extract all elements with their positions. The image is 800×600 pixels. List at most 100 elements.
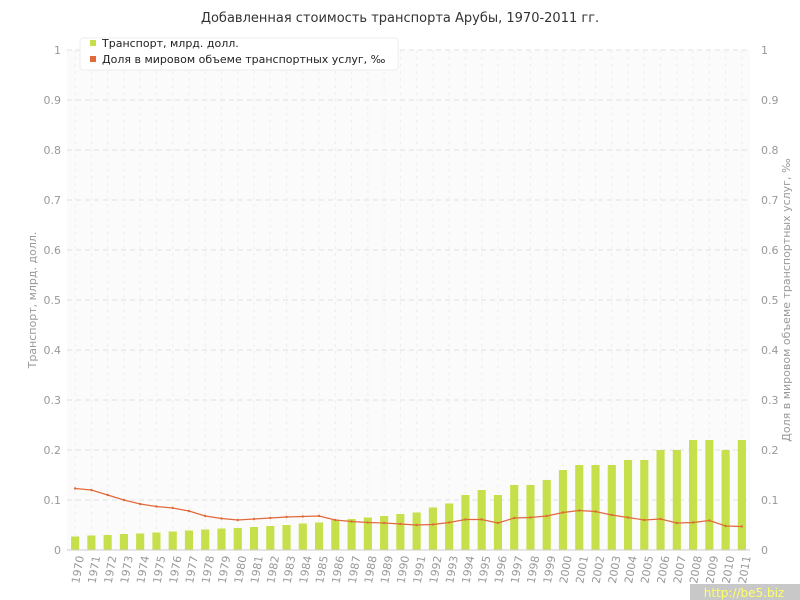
line-point-2004[interactable] <box>626 516 630 519</box>
bar-1979[interactable] <box>217 528 226 551</box>
line-point-2003[interactable] <box>610 513 613 517</box>
line-point-1983[interactable] <box>285 515 288 519</box>
line-point-2000[interactable] <box>561 511 565 514</box>
bar-2011[interactable] <box>737 440 746 550</box>
bar-1973[interactable] <box>119 534 128 550</box>
line-point-1991[interactable] <box>415 523 418 527</box>
x-tick-label: 1975 <box>151 555 169 585</box>
line-point-1982[interactable] <box>269 516 272 520</box>
line-point-2001[interactable] <box>578 509 581 512</box>
bar-2009[interactable] <box>705 440 714 550</box>
bar-1986[interactable] <box>331 520 340 550</box>
bar-1970[interactable] <box>71 536 80 551</box>
line-point-1984[interactable] <box>301 515 304 518</box>
line-point-2007[interactable] <box>675 521 679 525</box>
y-left-tick-label: 0.9 <box>44 94 62 107</box>
line-point-1971[interactable] <box>90 488 93 492</box>
bar-1987[interactable] <box>347 519 356 550</box>
legend-entry-line[interactable]: Доля в мировом объеме транспортных услуг… <box>102 53 386 66</box>
y-right-tick-label: 0.2 <box>761 444 779 457</box>
bar-1983[interactable] <box>282 525 291 550</box>
line-point-1977[interactable] <box>187 509 191 513</box>
line-point-1998[interactable] <box>529 516 532 519</box>
line-point-1975[interactable] <box>155 505 158 508</box>
line-point-1987[interactable] <box>350 520 353 523</box>
line-point-2010[interactable] <box>724 524 727 528</box>
line-point-1972[interactable] <box>106 493 109 497</box>
y-right-tick-label: 0.5 <box>761 294 779 307</box>
line-point-1995[interactable] <box>480 518 483 521</box>
line-point-1979[interactable] <box>220 517 223 520</box>
y-right-tick-label: 0.1 <box>761 494 779 507</box>
bar-1974[interactable] <box>136 533 145 551</box>
bar-1991[interactable] <box>412 512 421 551</box>
bar-series <box>71 440 746 550</box>
x-tick-label: 1982 <box>264 555 282 585</box>
gridlines <box>67 49 750 550</box>
line-point-1994[interactable] <box>464 518 467 521</box>
x-tick-label: 1989 <box>378 555 396 585</box>
bar-1985[interactable] <box>314 522 324 551</box>
bar-2001[interactable] <box>575 465 584 550</box>
bar-2005[interactable] <box>640 460 649 550</box>
line-point-2008[interactable] <box>691 521 695 524</box>
x-tick-label: 2004 <box>622 555 640 585</box>
legend: Транспорт, млрд. долл. Доля в мировом об… <box>79 37 399 71</box>
line-point-1993[interactable] <box>447 521 451 524</box>
bar-2008[interactable] <box>689 440 698 550</box>
line-point-1974[interactable] <box>138 502 142 506</box>
bar-1981[interactable] <box>249 527 259 550</box>
bar-1994[interactable] <box>461 495 470 550</box>
bar-1980[interactable] <box>233 528 242 550</box>
line-point-2002[interactable] <box>594 510 597 513</box>
line-point-1999[interactable] <box>545 514 548 518</box>
legend-swatch-bar <box>90 40 96 46</box>
legend-entry-bar[interactable]: Транспорт, млрд. долл. <box>101 37 239 50</box>
line-point-1978[interactable] <box>204 514 207 518</box>
watermark-bg <box>690 584 800 600</box>
bar-1977[interactable] <box>184 530 194 551</box>
line-point-1986[interactable] <box>334 518 337 522</box>
bar-1971[interactable] <box>87 535 96 551</box>
bar-1990[interactable] <box>396 514 405 550</box>
line-point-2005[interactable] <box>643 518 646 522</box>
line-point-1996[interactable] <box>496 521 500 525</box>
x-tick-label: 2003 <box>606 555 624 585</box>
bar-1982[interactable] <box>266 526 275 550</box>
line-point-1990[interactable] <box>399 522 402 526</box>
line-point-1980[interactable] <box>236 518 239 522</box>
x-tick-label: 1976 <box>167 555 185 585</box>
bar-1989[interactable] <box>380 516 389 550</box>
line-point-1981[interactable] <box>252 517 256 521</box>
bar-2004[interactable] <box>623 460 633 550</box>
line-point-2011[interactable] <box>740 525 744 528</box>
bar-2006[interactable] <box>656 450 665 550</box>
x-tick-label: 1983 <box>281 555 299 585</box>
bar-1972[interactable] <box>103 535 112 550</box>
bar-2000[interactable] <box>558 470 568 550</box>
bar-1984[interactable] <box>298 523 307 551</box>
bar-1992[interactable] <box>428 507 437 551</box>
y-right-tick-label: 0.3 <box>761 394 779 407</box>
line-point-2009[interactable] <box>708 519 711 522</box>
line-point-1970[interactable] <box>73 487 77 490</box>
y-left-tick-label: 0.1 <box>44 494 62 507</box>
bar-2007[interactable] <box>672 450 681 550</box>
line-point-1985[interactable] <box>317 514 321 518</box>
bar-1975[interactable] <box>152 532 161 551</box>
bar-1978[interactable] <box>201 529 210 551</box>
line-point-1973[interactable] <box>122 498 126 502</box>
bar-1993[interactable] <box>445 503 454 551</box>
line-point-1976[interactable] <box>171 506 174 510</box>
line-point-1989[interactable] <box>382 521 386 525</box>
bar-2002[interactable] <box>591 465 600 550</box>
line-point-1997[interactable] <box>513 516 516 520</box>
line-point-1988[interactable] <box>366 521 370 524</box>
bar-2003[interactable] <box>607 465 616 550</box>
bar-1976[interactable] <box>168 531 177 551</box>
bar-2010[interactable] <box>721 450 730 550</box>
watermark-link[interactable]: http://be5.biz <box>704 586 784 600</box>
line-point-2006[interactable] <box>659 517 662 521</box>
line-point-1992[interactable] <box>431 523 435 526</box>
bar-1988[interactable] <box>363 517 372 551</box>
